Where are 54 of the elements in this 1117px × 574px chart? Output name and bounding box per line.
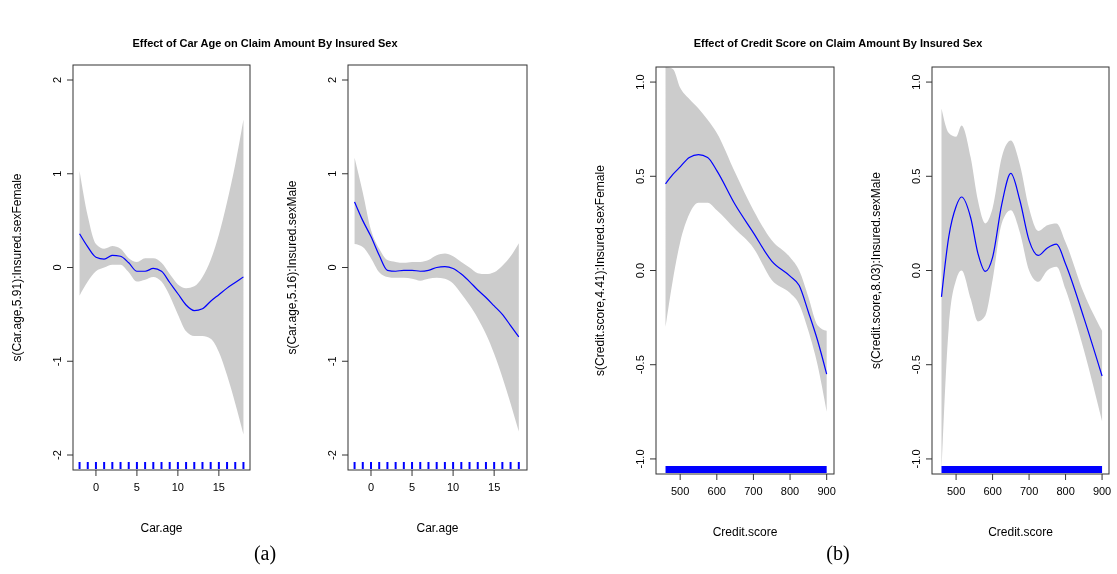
x-tick-label: 10 [446,481,460,493]
y-tick-label: 2 [51,76,63,84]
text: (b) [826,542,850,565]
text: (a) [253,542,277,565]
x-tick-label: 5 [133,481,140,493]
x-axis-title: Credit.score [712,525,778,539]
x-axis-title: Car.age [140,521,183,535]
x-tick-label: 800 [780,485,800,497]
x-tick-label: 600 [983,485,1002,497]
x-tick-label: 500 [670,485,690,497]
y-tick-label: 0.0 [910,262,922,279]
x-tick-label: 15 [212,481,225,493]
x-tick-label: 0 [367,481,375,493]
y-tick-label: 0 [51,264,63,271]
x-tick-label: 700 [744,485,763,497]
x-tick-label: 15 [488,481,501,493]
x-tick-label: 900 [1092,485,1112,497]
x-tick-label: 500 [946,485,966,497]
x-tick-label: 10 [171,481,185,493]
y-tick-label: 0 [326,264,338,271]
y-tick-label: 0.0 [634,262,646,279]
x-tick-label: 900 [817,485,836,497]
y-tick-label: -1.0 [634,449,646,469]
x-tick-label: 800 [1056,485,1075,497]
y-tick-label: -1 [51,356,63,367]
y-tick-label: 1.0 [634,74,646,90]
line-series [664,154,828,375]
line-series [353,201,520,338]
y-axis-title: s(Credit.score,8.03):Insured.sexMale [869,171,883,369]
chart-title: Effect of Credit Score on Claim Amount By Insured Sex [693,37,984,49]
x-tick-label: 700 [1019,485,1039,497]
y-tick-label: -1 [326,356,338,367]
y-axis-title: s(Car.age,5.16):Insured.sexMale [285,180,299,355]
x-tick-label: 5 [408,481,416,493]
y-tick-label: -0.5 [634,355,646,375]
line-series [940,172,1103,377]
line-series [78,233,245,312]
y-axis-title: s(Credit.score,4.41):Insured.sexFemale [593,164,607,376]
x-axis-title: Car.age [416,521,459,535]
x-tick-label: 600 [707,485,726,497]
y-tick-label: 0.5 [910,168,922,184]
y-tick-label: -2 [326,450,338,460]
y-tick-label: -0.5 [910,355,922,375]
y-tick-label: 1 [326,170,338,177]
y-tick-label: -1.0 [910,449,922,469]
x-tick-label: 0 [92,481,100,493]
y-tick-label: -2 [51,450,63,460]
y-tick-label: 1 [51,170,63,177]
chart-title: Effect of Car Age on Claim Amount By Insured Sex [132,37,399,49]
y-tick-label: 0.5 [634,168,646,184]
y-tick-label: 1.0 [910,74,922,90]
y-axis-title: s(Car.age,5.91):Insured.sexFemale [10,173,24,362]
y-tick-label: 2 [326,76,338,84]
x-axis-title: Credit.score [988,525,1054,539]
